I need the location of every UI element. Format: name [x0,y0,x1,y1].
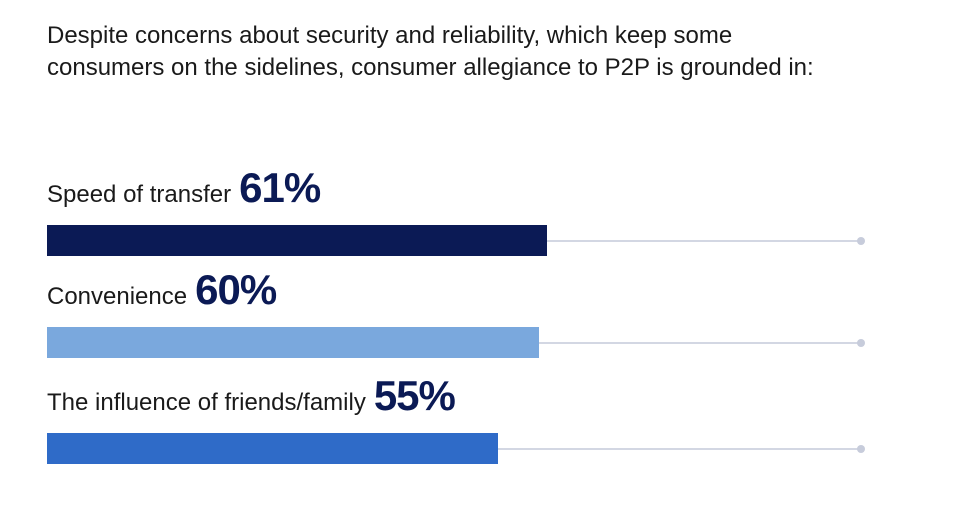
bar-convenience [47,327,539,358]
bar-friends-family [47,433,498,464]
bar-row-convenience: Convenience 60% [47,258,867,358]
bar-track-end-dot [857,445,865,453]
bar-track-end-dot [857,339,865,347]
bar-speed-of-transfer [47,225,548,256]
bar-row-speed-of-transfer: Speed of transfer 61% [47,156,867,256]
bar-track-end-dot [857,237,865,245]
bar-label-line: Convenience 60% [47,266,277,314]
value-label: 60% [195,266,277,313]
category-label: Convenience [47,283,188,310]
intro-paragraph: Despite concerns about security and reli… [47,22,814,81]
bar-label-line: The influence of friends/family 55% [47,372,456,420]
value-label: 55% [373,372,456,419]
category-label: The influence of friends/family [47,389,366,416]
bar-row-friends-family: The influence of friends/family 55% [47,364,867,464]
bar-label-line: Speed of transfer 61% [47,164,321,212]
category-label: Speed of transfer [47,181,232,208]
value-label: 61% [239,164,321,211]
